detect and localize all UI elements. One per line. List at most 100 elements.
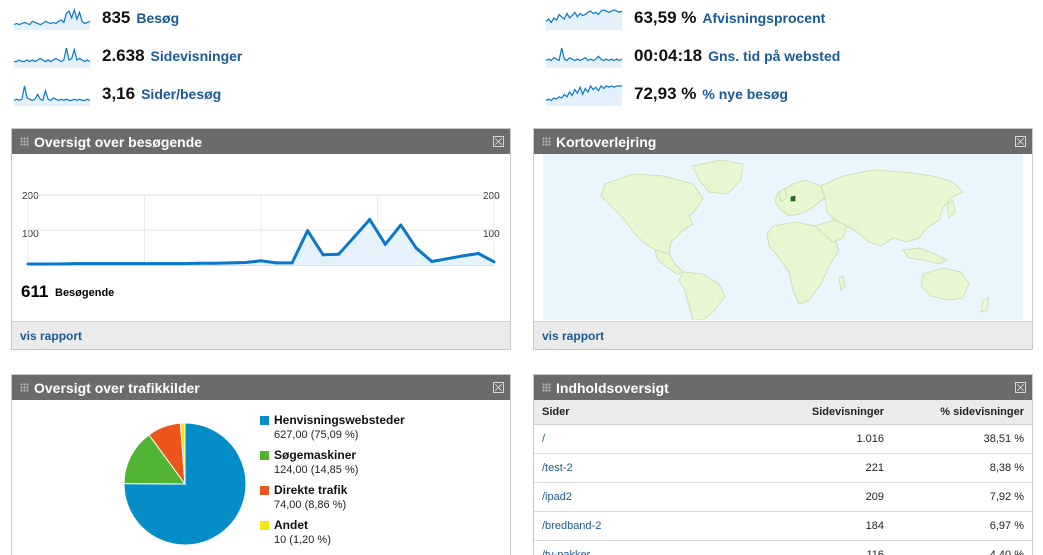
page-link[interactable]: /ipad2 — [534, 482, 754, 512]
legend-detail-search: 124,00 (14,85 %) — [274, 464, 359, 476]
map-overlay-panel: Kortoverlejring — [533, 128, 1033, 350]
map-region-uk — [778, 187, 788, 203]
pie-slice-other[interactable] — [179, 422, 186, 485]
legend-label-search[interactable]: Søgemaskiner — [274, 448, 357, 462]
drag-handle-icon[interactable] — [542, 383, 551, 392]
metric-avg-time-value: 00:04:18 — [634, 46, 703, 65]
column-header-pages[interactable]: Sider — [534, 400, 754, 425]
visitors-data-point[interactable] — [399, 223, 403, 227]
page-link[interactable]: /test-2 — [534, 453, 754, 483]
table-row: /ipad2 209 7,92 % — [534, 482, 1032, 512]
map-region-north-america — [600, 173, 704, 255]
content-table: Sider Sidevisninger % sidevisninger / 1.… — [534, 400, 1032, 555]
visitors-data-point[interactable] — [492, 260, 496, 264]
traffic-panel-header[interactable]: Oversigt over trafikkilder — [12, 375, 510, 400]
pageview-percent-cell: 38,51 % — [884, 424, 1032, 454]
visitors-data-point[interactable] — [42, 262, 46, 266]
close-icon[interactable] — [1015, 382, 1026, 393]
visitors-data-point[interactable] — [135, 262, 139, 266]
map-panel-header[interactable]: Kortoverlejring — [534, 129, 1032, 154]
metric-bounce-rate-link[interactable]: Afvisningsprocent — [702, 10, 826, 26]
visitors-data-point[interactable] — [383, 242, 387, 246]
table-row: /tv-pakker 116 4,40 % — [534, 540, 1032, 555]
visitors-data-point[interactable] — [57, 262, 61, 266]
metric-avg-time-link[interactable]: Gns. tid på websted — [708, 48, 841, 64]
sparkline-line — [14, 85, 90, 102]
map-report-link[interactable]: vis rapport — [542, 328, 605, 343]
column-header-pageview-percent[interactable]: % sidevisninger — [884, 400, 1032, 425]
metric-new-visits-value: 72,93 % — [634, 84, 697, 103]
traffic-sources-panel: Oversigt over trafikkilder Henvisningswe… — [11, 374, 511, 555]
pageviews-cell: 209 — [754, 482, 884, 512]
sparkline-visits — [14, 7, 90, 30]
visitors-data-point[interactable] — [166, 262, 170, 266]
close-icon[interactable] — [1015, 136, 1026, 147]
pie-slice-referral[interactable] — [123, 422, 247, 546]
visitors-data-point[interactable] — [352, 235, 356, 239]
visitors-data-point[interactable] — [26, 262, 30, 266]
metric-new-visits-link[interactable]: % nye besøg — [702, 86, 788, 102]
visitors-data-point[interactable] — [306, 229, 310, 233]
sparkline-bounce-rate — [546, 9, 622, 30]
map-region-southeast-asia — [902, 247, 948, 265]
visitors-data-point[interactable] — [73, 262, 77, 266]
legend-label-other[interactable]: Andet — [274, 518, 308, 532]
metric-pageviews-link[interactable]: Sidevisninger — [150, 48, 243, 64]
pageviews-cell: 184 — [754, 511, 884, 541]
page-link[interactable]: / — [534, 424, 754, 454]
visitors-data-point[interactable] — [243, 261, 247, 265]
visitors-data-point[interactable] — [275, 261, 279, 265]
world-map[interactable] — [543, 154, 1023, 320]
visitors-data-point[interactable] — [476, 251, 480, 255]
visitors-panel-header[interactable]: Oversigt over besøgende — [12, 129, 510, 154]
pie-slice-search[interactable] — [123, 434, 186, 485]
visitors-overview-panel: Oversigt over besøgende 200 100 200 100 … — [11, 128, 511, 350]
legend-swatch-direct — [260, 485, 269, 495]
visitors-data-point[interactable] — [259, 259, 263, 263]
visitors-data-point[interactable] — [368, 218, 372, 221]
metric-visits-link[interactable]: Besøg — [136, 10, 180, 26]
visitors-data-point[interactable] — [212, 261, 216, 265]
visitors-data-point[interactable] — [150, 262, 154, 266]
drag-handle-icon[interactable] — [542, 137, 551, 146]
close-icon[interactable] — [493, 136, 504, 147]
sparkline-line — [14, 47, 90, 63]
legend-label-direct[interactable]: Direkte trafik — [274, 483, 348, 497]
visitors-report-link[interactable]: vis rapport — [20, 328, 83, 343]
map-region-japan — [946, 199, 956, 219]
table-row: /test-2 221 8,38 % — [534, 453, 1032, 483]
visitors-data-point[interactable] — [104, 262, 108, 266]
pageviews-cell: 116 — [754, 540, 884, 555]
page-link[interactable]: /bredband-2 — [534, 511, 754, 541]
visitors-data-point[interactable] — [321, 253, 325, 257]
sparkline-pages-per-visit — [14, 85, 90, 106]
visitors-data-point[interactable] — [181, 262, 185, 266]
visitors-data-point[interactable] — [414, 246, 418, 250]
metric-bounce-rate: 63,59 % Afvisningsprocent — [546, 6, 825, 30]
legend-item-search: Søgemaskiner 124,00 (14,85 %) — [260, 448, 405, 476]
traffic-pie-chart — [123, 422, 247, 546]
legend-label-referral[interactable]: Henvisningswebsteder — [274, 413, 405, 427]
drag-handle-icon[interactable] — [20, 137, 29, 146]
map-region-new-zealand — [980, 297, 990, 313]
close-icon[interactable] — [493, 382, 504, 393]
drag-handle-icon[interactable] — [20, 383, 29, 392]
content-panel-header[interactable]: Indholdsoversigt — [534, 375, 1032, 400]
visitors-data-point[interactable] — [88, 262, 92, 266]
sparkline-area — [14, 10, 90, 30]
visitors-data-point[interactable] — [228, 261, 232, 265]
visitors-data-point[interactable] — [461, 254, 465, 258]
visitors-data-point[interactable] — [197, 261, 201, 265]
metric-pages-per-visit-link[interactable]: Sider/besøg — [141, 86, 222, 102]
map-region-south-america — [678, 271, 726, 320]
visitors-data-point[interactable] — [430, 260, 434, 263]
visitors-data-point[interactable] — [445, 257, 449, 261]
visitors-data-point[interactable] — [119, 262, 123, 266]
traffic-legend: Henvisningswebsteder 627,00 (75,09 %) Sø… — [260, 413, 405, 553]
metric-bounce-rate-value: 63,59 % — [634, 8, 697, 27]
page-link[interactable]: /tv-pakker — [534, 540, 754, 555]
visitors-data-point[interactable] — [337, 252, 341, 256]
sparkline-avg-time — [546, 47, 622, 68]
column-header-pageviews[interactable]: Sidevisninger — [754, 400, 884, 425]
visitors-data-point[interactable] — [290, 261, 294, 265]
